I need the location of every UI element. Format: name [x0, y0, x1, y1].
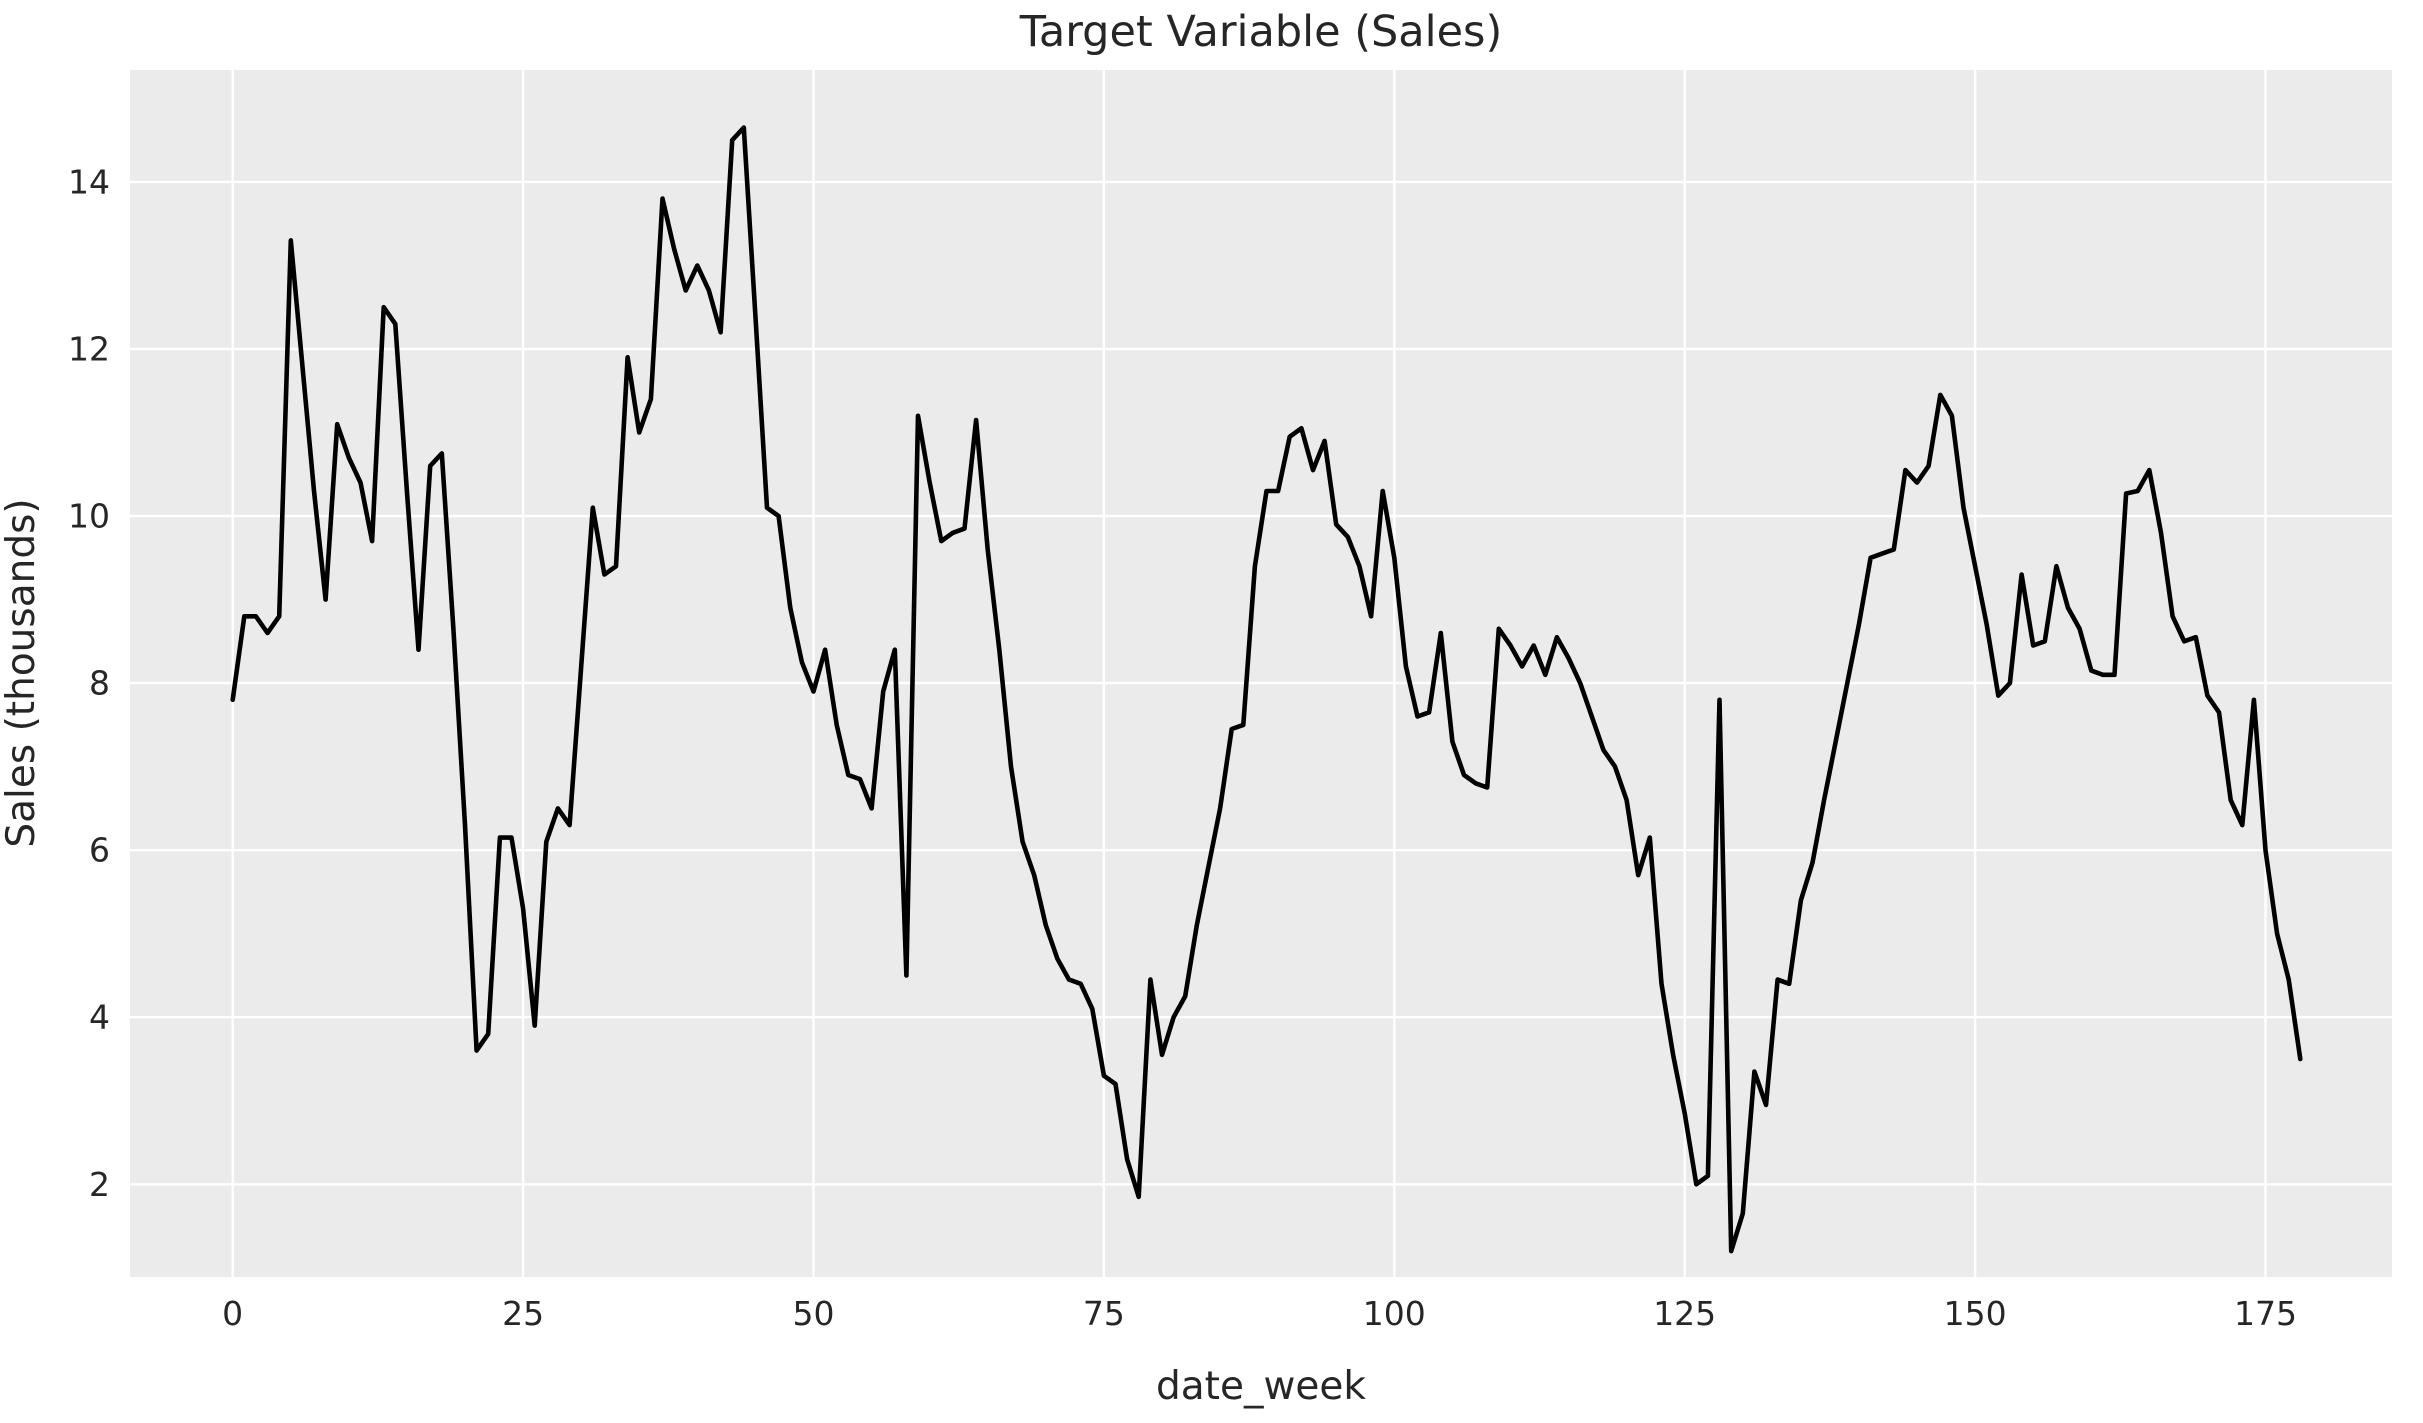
plot-area — [130, 70, 2392, 1277]
y-tick-label: 12 — [68, 329, 110, 368]
y-axis-label: Sales (thousands) — [0, 498, 44, 847]
y-tick-label: 4 — [89, 998, 110, 1037]
y-tick-label: 2 — [89, 1165, 110, 1204]
x-tick-label: 50 — [792, 1294, 834, 1333]
x-tick-label: 125 — [1653, 1294, 1716, 1333]
x-axis-label: date_week — [1156, 1364, 1366, 1409]
tick-labels: 0 25 50 75 100 125 150 175 2 4 6 8 10 12 14 — [68, 162, 2297, 1333]
x-tick-label: 75 — [1083, 1294, 1125, 1333]
x-tick-label: 0 — [222, 1294, 243, 1333]
y-tick-label: 8 — [89, 664, 110, 703]
series-lines — [230, 125, 2303, 1254]
x-tick-label: 175 — [2234, 1294, 2297, 1333]
x-tick-label: 100 — [1363, 1294, 1426, 1333]
x-tick-label: 25 — [502, 1294, 544, 1333]
y-tick-label: 14 — [68, 162, 110, 201]
chart-title: Target Variable (Sales) — [1019, 7, 1502, 57]
y-tick-label: 6 — [89, 831, 110, 870]
data-line — [230, 125, 2303, 1254]
x-tick-label: 150 — [1944, 1294, 2007, 1333]
y-tick-label: 10 — [68, 497, 110, 536]
